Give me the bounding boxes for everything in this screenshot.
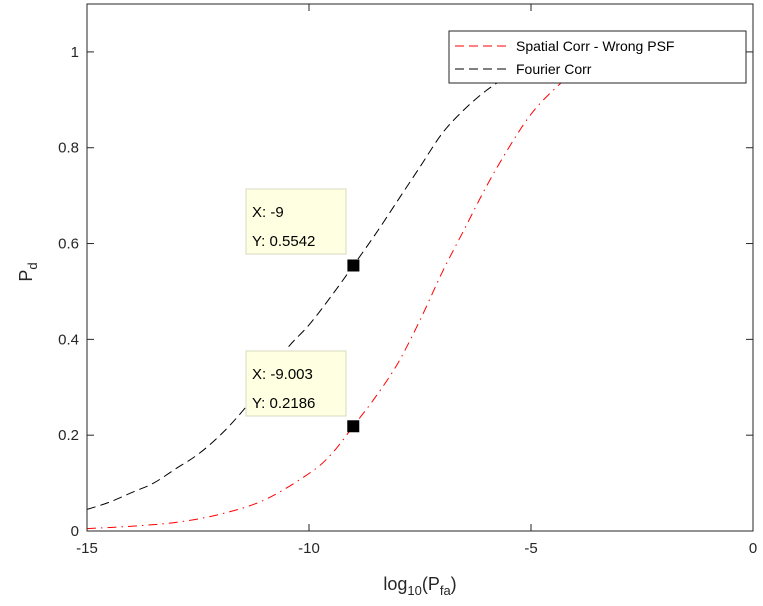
y-tick-label: 0.2 (58, 427, 79, 444)
legend-box (448, 30, 747, 84)
plot-area (87, 4, 753, 531)
x-axis-label-open: (P (422, 574, 440, 594)
datatip-marker[interactable] (347, 420, 360, 433)
y-axis-label: Pd (16, 262, 40, 281)
datatip-spatial-x: X: -9.003 (252, 366, 313, 383)
y-axis-label-base: P (16, 270, 36, 282)
x-tick-label: 0 (749, 540, 757, 557)
x-tick-label: -10 (298, 540, 320, 557)
x-axis-label-close: ) (451, 574, 457, 594)
y-tick-label: 1 (71, 44, 79, 61)
legend: Spatial Corr - Wrong PSF Fourier Corr (448, 30, 747, 84)
datatip-spatial-box (245, 350, 347, 417)
x-axis-label-sub: 10 (407, 583, 421, 598)
datatip-fourier-box (245, 188, 347, 255)
datatip-fourier-y: Y: 0.5542 (252, 233, 315, 250)
legend-label-spatial: Spatial Corr - Wrong PSF (516, 38, 674, 54)
marker-layer (347, 259, 360, 433)
legend-label-fourier: Fourier Corr (516, 61, 592, 77)
series-line-fourier-corr (87, 70, 523, 510)
y-tick-label: 0.8 (58, 140, 79, 157)
datatip-fourier[interactable]: X: -9 Y: 0.5542 (245, 188, 347, 255)
x-tick-label: -15 (76, 540, 98, 557)
series-layer (87, 46, 620, 530)
x-axis-label: log10(Pfa) (383, 574, 456, 598)
datatip-spatial-y: Y: 0.2186 (252, 395, 315, 412)
x-axis-label-sub2: fa (440, 583, 452, 598)
y-axis-label-sub: d (25, 262, 40, 269)
x-axis-label-base: log (383, 574, 407, 594)
x-tick-label: -5 (524, 540, 537, 557)
y-tick-label: 0 (71, 523, 79, 540)
series-line-spatial-corr (87, 46, 620, 530)
y-tick-label: 0.4 (58, 331, 79, 348)
ticks-layer: -15 -10 -5 0 0 0.2 0.4 0.6 0.8 1 (58, 4, 757, 557)
plot-frame (86, 3, 754, 532)
datatip-fourier-x: X: -9 (252, 204, 284, 221)
y-tick-label: 0.6 (58, 236, 79, 253)
datatip-marker[interactable] (347, 259, 360, 272)
datatip-spatial[interactable]: X: -9.003 Y: 0.2186 (245, 350, 347, 417)
